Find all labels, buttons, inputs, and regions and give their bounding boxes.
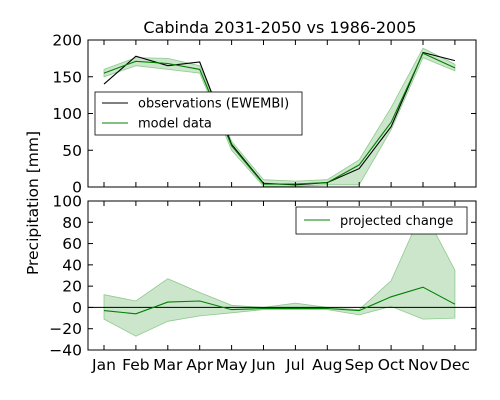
x-tick-label: Jun bbox=[250, 356, 275, 374]
x-tick-label: Jul bbox=[285, 356, 305, 374]
y-tick-label: 100 bbox=[52, 193, 82, 211]
x-tick-label: Sep bbox=[345, 356, 374, 374]
legend-label: projected change bbox=[340, 214, 453, 229]
top-panel: 0 50 100 150 200 observations (EWEMBI) model d… bbox=[52, 32, 477, 197]
y-tick-label: 50 bbox=[62, 142, 82, 160]
y-tick-label: 60 bbox=[62, 235, 82, 253]
x-tick-label: Dec bbox=[440, 356, 470, 374]
legend-box bbox=[94, 91, 303, 136]
x-tick-label: Aug bbox=[312, 356, 342, 374]
uncertainty-band-1 bbox=[103, 208, 456, 337]
uncertainty-band-0 bbox=[103, 47, 456, 187]
chart-title: Cabinda 2031-2050 vs 1986-2005 bbox=[143, 18, 416, 37]
x-tick-label: Mar bbox=[153, 356, 183, 374]
y-tick-label: 20 bbox=[62, 278, 82, 296]
series-line-1-0 bbox=[103, 286, 456, 315]
legend-1: projected change bbox=[295, 206, 468, 235]
y-tick-label: 100 bbox=[52, 105, 82, 123]
x-tick-label: Jan bbox=[91, 356, 116, 374]
legend-label: model data bbox=[138, 117, 212, 132]
x-tick-label: Nov bbox=[408, 356, 438, 374]
x-tick-label: Apr bbox=[186, 356, 213, 374]
y-tick-label: 200 bbox=[52, 32, 82, 50]
y-tick-label: −20 bbox=[49, 320, 82, 338]
plot-frame-1 bbox=[87, 200, 477, 351]
series-line-0-1 bbox=[103, 52, 456, 185]
x-tick-labels: Jan Feb Mar Apr May Jun Jul Aug Sep Oct Nov Dec bbox=[91, 356, 470, 374]
x-tick-label: Oct bbox=[378, 356, 405, 374]
bottom-panel: −40 −20 0 20 40 60 80 100 projected change bbox=[49, 193, 477, 360]
y-tick-label: 40 bbox=[62, 256, 82, 274]
x-tick-label: May bbox=[216, 356, 248, 374]
legend-0: observations (EWEMBI) model data bbox=[94, 91, 303, 136]
y-tick-label: 150 bbox=[52, 68, 82, 86]
y-tick-label: 80 bbox=[62, 214, 82, 232]
y-tick-label: 0 bbox=[72, 299, 82, 317]
legend-label: observations (EWEMBI) bbox=[138, 97, 289, 112]
y-tick-label: 0 bbox=[72, 179, 82, 197]
y-tick-label: −40 bbox=[49, 342, 82, 360]
y-axis-label: Precipitation [mm] bbox=[24, 131, 42, 275]
x-tick-label: Feb bbox=[122, 356, 149, 374]
